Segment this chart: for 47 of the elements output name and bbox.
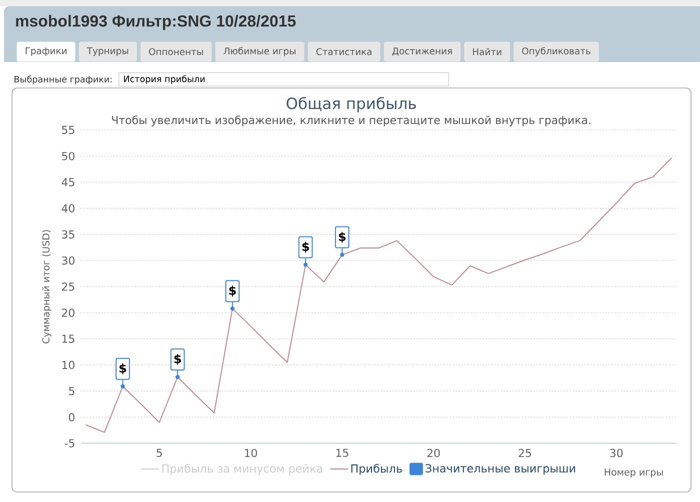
- y-tick-label: 55: [62, 126, 74, 134]
- x-tick-label: 20: [427, 448, 440, 458]
- y-tick-label: 30: [62, 256, 74, 265]
- point: [303, 262, 308, 267]
- text: Любимые игры: [224, 47, 296, 56]
- legend-label: Прибыль: [351, 464, 402, 475]
- chart-title: Общая прибыль: [286, 96, 416, 112]
- text: Оппоненты: [148, 48, 203, 56]
- point: [176, 374, 180, 380]
- text: Найти: [473, 48, 502, 56]
- y-tick-label: 50: [62, 152, 74, 160]
- x-tick-label: 15: [336, 448, 348, 457]
- data-label: $: [229, 286, 236, 297]
- x-tick-label: 5: [156, 448, 162, 457]
- text: Графики: [26, 47, 66, 56]
- point: [230, 306, 235, 311]
- text: Достижения: [392, 48, 452, 56]
- data-label: $: [338, 232, 346, 243]
- y-tick-label: 10: [62, 360, 74, 370]
- text: Статистика: [316, 48, 372, 56]
- chart-subtitle: Чтобы увеличить изображение, кликните и перетащите мышкой внутрь графика.: [112, 115, 590, 126]
- y-axis-title: Суммарный итог (USD): [42, 230, 52, 344]
- point: [120, 384, 125, 388]
- text: Турниры: [86, 47, 128, 56]
- x-tick-label: 25: [518, 448, 531, 458]
- text: Выбранные графики:: [14, 76, 112, 84]
- y-tick-label: 20: [62, 308, 74, 317]
- y-tick-label: 40: [62, 204, 74, 212]
- x-tick-label: 30: [610, 448, 623, 458]
- x-axis-title: Номер игры: [604, 468, 663, 478]
- y-tick-label: 5: [69, 386, 74, 396]
- y-tick-label: -5: [64, 439, 74, 448]
- text: История прибыли: [124, 75, 205, 84]
- text: msobol1993 Фильтр:SNG 10/28/2015: [16, 14, 296, 30]
- data-label: $: [174, 354, 181, 365]
- point: [340, 252, 344, 257]
- legend-label: Значительные выигрыши: [426, 464, 576, 475]
- y-tick-label: 0: [68, 413, 74, 422]
- y-tick-label: 45: [62, 178, 74, 186]
- y-tick-label: 15: [62, 334, 74, 343]
- y-tick-label: 25: [62, 282, 74, 291]
- data-label: $: [120, 363, 126, 374]
- data-label: $: [302, 242, 309, 253]
- x-tick-label: 10: [244, 448, 257, 458]
- line-series: [86, 158, 672, 433]
- text: Опубликовать: [522, 47, 590, 56]
- y-tick-label: 35: [62, 230, 74, 239]
